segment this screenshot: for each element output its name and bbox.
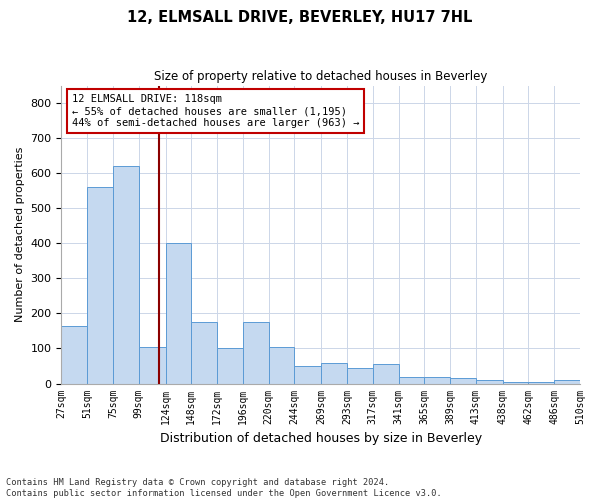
Bar — [554, 380, 580, 384]
Text: Contains HM Land Registry data © Crown copyright and database right 2024.
Contai: Contains HM Land Registry data © Crown c… — [6, 478, 442, 498]
X-axis label: Distribution of detached houses by size in Beverley: Distribution of detached houses by size … — [160, 432, 482, 445]
Bar — [450, 378, 476, 384]
Text: 12 ELMSALL DRIVE: 118sqm
← 55% of detached houses are smaller (1,195)
44% of sem: 12 ELMSALL DRIVE: 118sqm ← 55% of detach… — [72, 94, 359, 128]
Bar — [398, 376, 424, 384]
Bar — [295, 366, 321, 384]
Bar — [373, 364, 398, 384]
Bar — [61, 326, 87, 384]
Bar — [191, 322, 217, 384]
Bar — [529, 382, 554, 384]
Bar — [476, 380, 503, 384]
Bar — [347, 368, 373, 384]
Bar — [503, 382, 529, 384]
Bar — [269, 346, 295, 384]
Bar — [139, 346, 166, 384]
Bar — [113, 166, 139, 384]
Bar — [166, 244, 191, 384]
Y-axis label: Number of detached properties: Number of detached properties — [15, 147, 25, 322]
Text: 12, ELMSALL DRIVE, BEVERLEY, HU17 7HL: 12, ELMSALL DRIVE, BEVERLEY, HU17 7HL — [127, 10, 473, 25]
Bar — [217, 348, 243, 384]
Bar — [87, 187, 113, 384]
Bar — [243, 322, 269, 384]
Bar — [321, 362, 347, 384]
Bar — [424, 376, 450, 384]
Title: Size of property relative to detached houses in Beverley: Size of property relative to detached ho… — [154, 70, 487, 83]
